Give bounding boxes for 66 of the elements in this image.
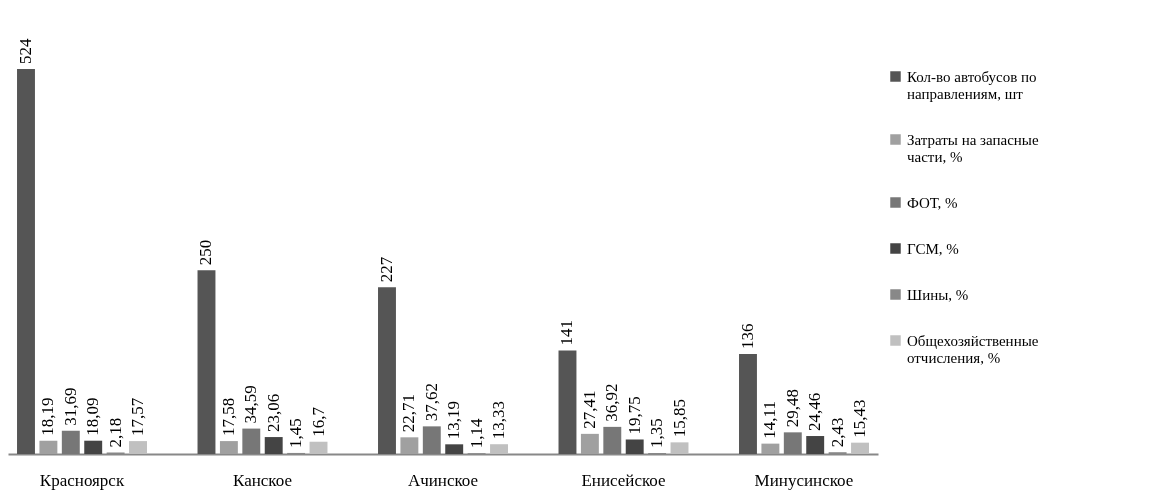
bar xyxy=(61,430,80,454)
bar xyxy=(783,432,802,454)
bar xyxy=(400,437,419,454)
data-label: 34,59 xyxy=(241,385,261,424)
data-label: 17,57 xyxy=(128,397,148,437)
x-tick-label: Красноярск xyxy=(39,470,125,490)
legend-label: ГСМ, % xyxy=(907,240,959,257)
legend-label: Шины, % xyxy=(907,286,969,303)
bar xyxy=(761,443,780,454)
bar xyxy=(739,354,757,454)
data-label: 36,92 xyxy=(602,383,622,422)
bar xyxy=(603,426,622,454)
bar xyxy=(129,441,147,454)
legend-label: Общехозяйственные отчисления, % xyxy=(907,332,1039,366)
bar xyxy=(197,270,216,454)
bar xyxy=(378,287,396,454)
data-label: 19,75 xyxy=(624,396,644,435)
bar xyxy=(558,350,577,454)
legend-label: Затраты на запасные части, % xyxy=(907,131,1039,165)
bar xyxy=(309,441,328,454)
x-tick-label: Минусинское xyxy=(754,470,854,490)
data-label: 13,19 xyxy=(444,401,464,440)
bar xyxy=(242,428,261,454)
bar xyxy=(806,436,825,454)
bar xyxy=(625,439,644,454)
data-label: 22,71 xyxy=(399,394,419,433)
data-label: 1,35 xyxy=(647,418,667,449)
data-label: 31,69 xyxy=(60,387,80,426)
data-label: 14,11 xyxy=(760,401,780,439)
data-label: 141 xyxy=(557,319,577,346)
data-label: 23,06 xyxy=(263,393,283,433)
data-label: 37,62 xyxy=(421,383,441,422)
data-label: 1,14 xyxy=(466,417,486,449)
data-label: 13,33 xyxy=(489,400,509,440)
data-label: 227 xyxy=(376,256,396,283)
data-label: 2,43 xyxy=(827,417,847,448)
data-label: 15,85 xyxy=(669,399,689,438)
data-label: 24,46 xyxy=(805,392,825,432)
bar xyxy=(219,441,238,454)
legend-label: Кол-во автобусов по направлениям, шт xyxy=(907,68,1037,102)
data-label: 27,41 xyxy=(579,390,599,429)
bar xyxy=(580,433,599,454)
x-tick-label: Канское xyxy=(233,470,292,490)
data-label: 16,7 xyxy=(308,406,328,437)
bar xyxy=(264,437,283,454)
bar xyxy=(670,442,689,454)
data-label: 1,45 xyxy=(286,418,306,448)
bar xyxy=(445,444,464,454)
data-label: 250 xyxy=(196,239,216,266)
data-label: 18,09 xyxy=(83,397,103,436)
bar xyxy=(84,440,103,454)
bar xyxy=(490,444,508,454)
data-label: 524 xyxy=(15,38,35,64)
x-tick-label: Ачинское xyxy=(407,470,479,490)
bar xyxy=(17,69,35,454)
data-label: 15,43 xyxy=(850,399,870,438)
data-label: 29,48 xyxy=(782,389,802,428)
x-tick-label: Енисейское xyxy=(581,470,666,490)
bar xyxy=(422,426,441,454)
bar xyxy=(39,440,58,454)
legend-label: ФОТ, % xyxy=(907,194,958,211)
data-label: 136 xyxy=(737,323,757,350)
data-label: 17,58 xyxy=(218,397,238,437)
bar xyxy=(851,442,869,454)
data-label: 2,18 xyxy=(105,417,125,448)
data-label: 18,19 xyxy=(38,397,58,436)
